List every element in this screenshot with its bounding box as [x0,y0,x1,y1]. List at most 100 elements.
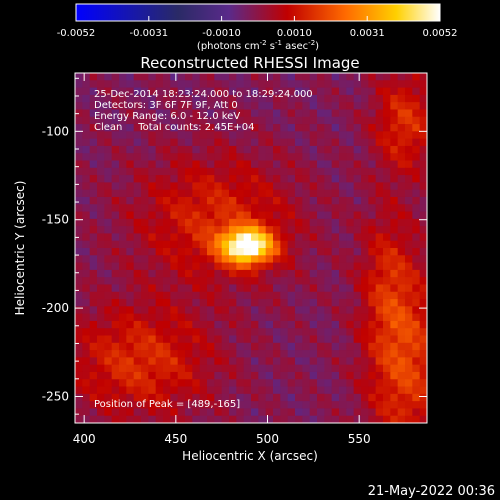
heatmap-cell [331,255,340,263]
heatmap-cell [368,335,377,344]
heatmap-cell [368,175,377,183]
heatmap-cell [111,371,120,380]
heatmap-cell [170,211,179,220]
heatmap-cell [273,240,281,249]
heatmap-cell [163,291,171,300]
heatmap-cell [207,291,215,300]
heatmap-cell [368,255,377,263]
heatmap-cell [287,393,296,402]
heatmap-cell [251,87,259,96]
heatmap-cell [192,401,201,409]
heatmap-cell [155,350,164,358]
heatmap-cell [368,277,377,285]
heatmap-cell [331,408,340,417]
heatmap-cell [214,262,223,271]
heatmap-cell [302,299,311,307]
heatmap-cell [287,109,296,118]
heatmap-cell [192,109,201,118]
heatmap-cell [295,153,303,161]
heatmap-cell [383,401,391,409]
heatmap-cell [89,204,98,212]
heatmap-cell [361,306,369,315]
heatmap-cell [148,371,157,380]
heatmap-cell [309,145,318,154]
heatmap-cell [126,364,135,373]
heatmap-cell [265,240,274,249]
heatmap-cell [273,408,281,417]
heatmap-cell [346,320,355,329]
heatmap-cell [280,386,289,395]
heatmap-cell [229,189,237,198]
heatmap-cell [405,357,413,366]
heatmap-cell [214,196,223,205]
heatmap-cell [280,80,289,88]
heatmap-cell [295,240,303,249]
heatmap-cell [309,226,318,234]
heatmap-cell [317,116,325,125]
heatmap-cell [390,364,399,373]
heatmap-cell [361,401,369,409]
heatmap-cell [317,196,325,205]
heatmap-cell [207,306,215,315]
heatmap-cell [89,284,98,293]
heatmap-cell [383,189,391,198]
heatmap-cell [141,167,149,176]
heatmap-cell [133,102,142,110]
heatmap-cell [236,313,245,322]
heatmap-cell [309,357,318,366]
heatmap-cell [375,313,384,322]
heatmap-cell [104,269,113,278]
heatmap-cell [353,386,362,395]
heatmap-cell [390,226,399,234]
heatmap-cell [82,364,91,373]
heatmap-cell [412,269,421,278]
heatmap-cell [419,248,428,256]
heatmap-cell [346,364,355,373]
heatmap-cell [405,145,413,154]
heatmap-cell [390,131,399,140]
heatmap-cell [397,408,406,417]
heatmap-cell [199,357,208,366]
heatmap-cell [353,189,362,198]
heatmap-cell [170,138,179,147]
heatmap-cell [251,415,259,424]
heatmap-cell [339,313,347,322]
heatmap-cell [258,299,267,307]
heatmap-cell [309,182,318,191]
heatmap-cell [221,204,230,212]
heatmap-cell [170,269,179,278]
heatmap-cell [111,415,120,424]
heatmap-cell [214,73,223,81]
heatmap-cell [295,393,303,402]
heatmap-cell [82,94,91,103]
heatmap-cell [324,131,333,140]
heatmap-cell [265,342,274,351]
heatmap-cell [280,73,289,81]
heatmap-cell [104,255,113,263]
heatmap-cell [192,167,201,176]
heatmap-cell [199,328,208,336]
heatmap-cell [170,277,179,285]
heatmap-cell [280,153,289,161]
heatmap-cell [155,262,164,271]
heatmap-cell [155,291,164,300]
heatmap-cell [199,401,208,409]
heatmap-cell [170,379,179,387]
heatmap-cell [302,386,311,395]
heatmap-cell [229,284,237,293]
heatmap-cell [390,138,399,147]
heatmap-cell [111,379,120,387]
heatmap-cell [302,160,311,169]
heatmap-cell [192,87,201,96]
heatmap-cell [185,204,193,212]
heatmap-cell [309,87,318,96]
heatmap-cell [75,350,83,358]
heatmap-cell [104,218,113,227]
heatmap-cell [317,94,325,103]
heatmap-cell [104,357,113,366]
heatmap-cell [324,393,333,402]
heatmap-cell [243,124,252,132]
heatmap-cell [419,320,428,329]
heatmap-cell [375,175,384,183]
heatmap-cell [368,401,377,409]
